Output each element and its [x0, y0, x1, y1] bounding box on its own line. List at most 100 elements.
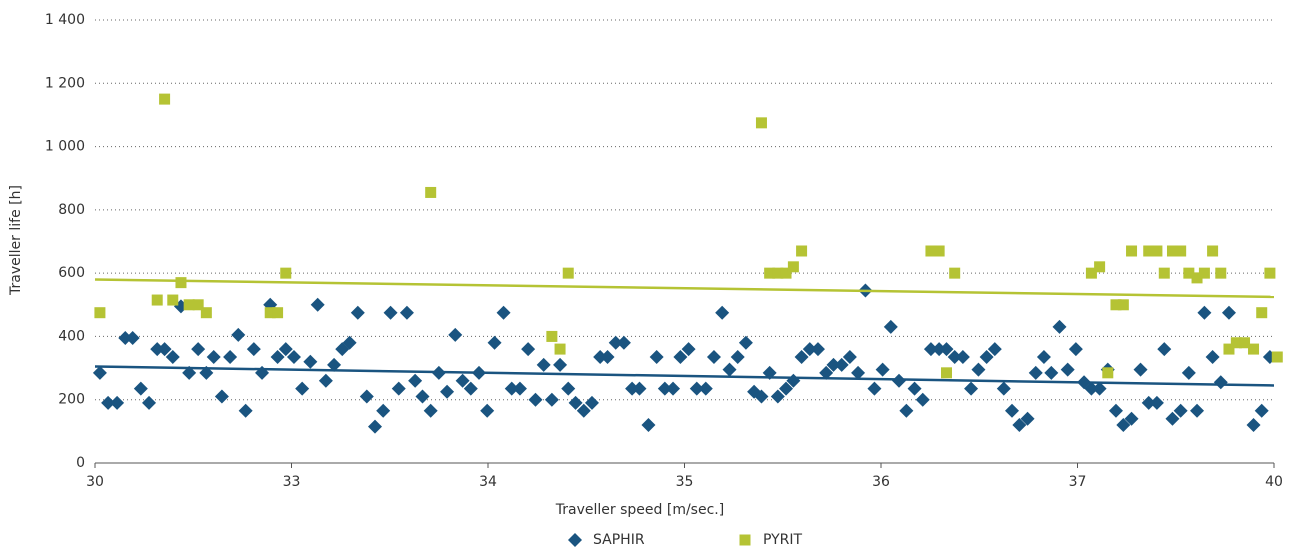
point — [625, 381, 640, 396]
legend-marker — [568, 533, 582, 547]
point — [182, 365, 197, 380]
point — [423, 403, 438, 418]
point — [1126, 245, 1138, 257]
point — [600, 349, 615, 364]
point — [1158, 267, 1170, 279]
point — [1205, 349, 1220, 364]
point — [206, 349, 221, 364]
point — [1085, 267, 1097, 279]
point — [1133, 362, 1148, 377]
point — [1020, 411, 1035, 426]
point — [1165, 411, 1180, 426]
point — [673, 349, 688, 364]
point — [730, 349, 745, 364]
point — [487, 335, 502, 350]
point — [1166, 245, 1178, 257]
point — [941, 367, 952, 379]
point — [794, 349, 809, 364]
point — [1223, 343, 1235, 355]
point — [738, 335, 753, 350]
point — [165, 349, 180, 364]
legend-label: SAPHIR — [593, 532, 645, 548]
point — [1248, 343, 1260, 355]
point — [1092, 381, 1107, 396]
point — [932, 342, 947, 357]
point — [376, 403, 391, 418]
x-tick-label: 36 — [872, 474, 890, 490]
point — [159, 93, 171, 105]
x-tick-label: 35 — [676, 474, 694, 490]
point — [359, 389, 374, 404]
point — [183, 299, 195, 311]
point — [521, 342, 536, 357]
y-tick-label: 1 000 — [45, 139, 85, 155]
point — [772, 267, 784, 279]
point — [496, 305, 511, 320]
point — [425, 186, 437, 198]
point — [1141, 395, 1156, 410]
point — [278, 342, 293, 357]
y-tick-label: 0 — [76, 455, 85, 471]
point — [616, 335, 631, 350]
y-tick-label: 200 — [58, 392, 85, 408]
point — [657, 381, 672, 396]
point — [342, 335, 357, 350]
point — [391, 381, 406, 396]
point — [1239, 337, 1251, 349]
point — [270, 349, 285, 364]
point — [1157, 342, 1172, 357]
point — [383, 305, 398, 320]
point — [1116, 418, 1131, 433]
point — [1175, 245, 1187, 257]
point — [1143, 245, 1155, 257]
point — [1215, 267, 1227, 279]
point — [867, 381, 882, 396]
point — [327, 357, 342, 372]
y-tick-label: 400 — [58, 328, 85, 344]
point — [1198, 267, 1210, 279]
point — [1271, 351, 1283, 363]
point — [561, 381, 576, 396]
point — [641, 418, 656, 433]
point — [133, 381, 148, 396]
point — [1254, 403, 1269, 418]
point — [1221, 305, 1236, 320]
point — [223, 349, 238, 364]
point — [448, 327, 463, 342]
point — [1052, 319, 1067, 334]
point — [295, 381, 310, 396]
point — [1036, 349, 1051, 364]
point — [834, 357, 849, 372]
point — [1094, 261, 1106, 273]
point — [101, 395, 116, 410]
legend-marker — [739, 534, 751, 546]
point — [480, 403, 495, 418]
point — [1256, 307, 1268, 319]
point — [318, 373, 333, 388]
point — [810, 342, 825, 357]
point — [971, 362, 986, 377]
point — [1124, 411, 1139, 426]
point — [584, 395, 599, 410]
point — [1028, 365, 1043, 380]
point — [1068, 342, 1083, 357]
x-tick-label: 34 — [479, 474, 497, 490]
point — [264, 307, 276, 319]
point — [528, 392, 543, 407]
point — [463, 381, 478, 396]
point — [1060, 362, 1075, 377]
point — [150, 342, 165, 357]
point — [955, 349, 970, 364]
point — [899, 403, 914, 418]
point — [1191, 272, 1203, 284]
x-tick-label: 33 — [283, 474, 301, 490]
legend-label: PYRIT — [763, 532, 803, 548]
point — [851, 365, 866, 380]
point — [1230, 337, 1242, 349]
point — [947, 349, 962, 364]
y-tick-label: 600 — [58, 265, 85, 281]
y-tick-label: 800 — [58, 202, 85, 218]
point — [272, 307, 284, 319]
point — [415, 389, 430, 404]
